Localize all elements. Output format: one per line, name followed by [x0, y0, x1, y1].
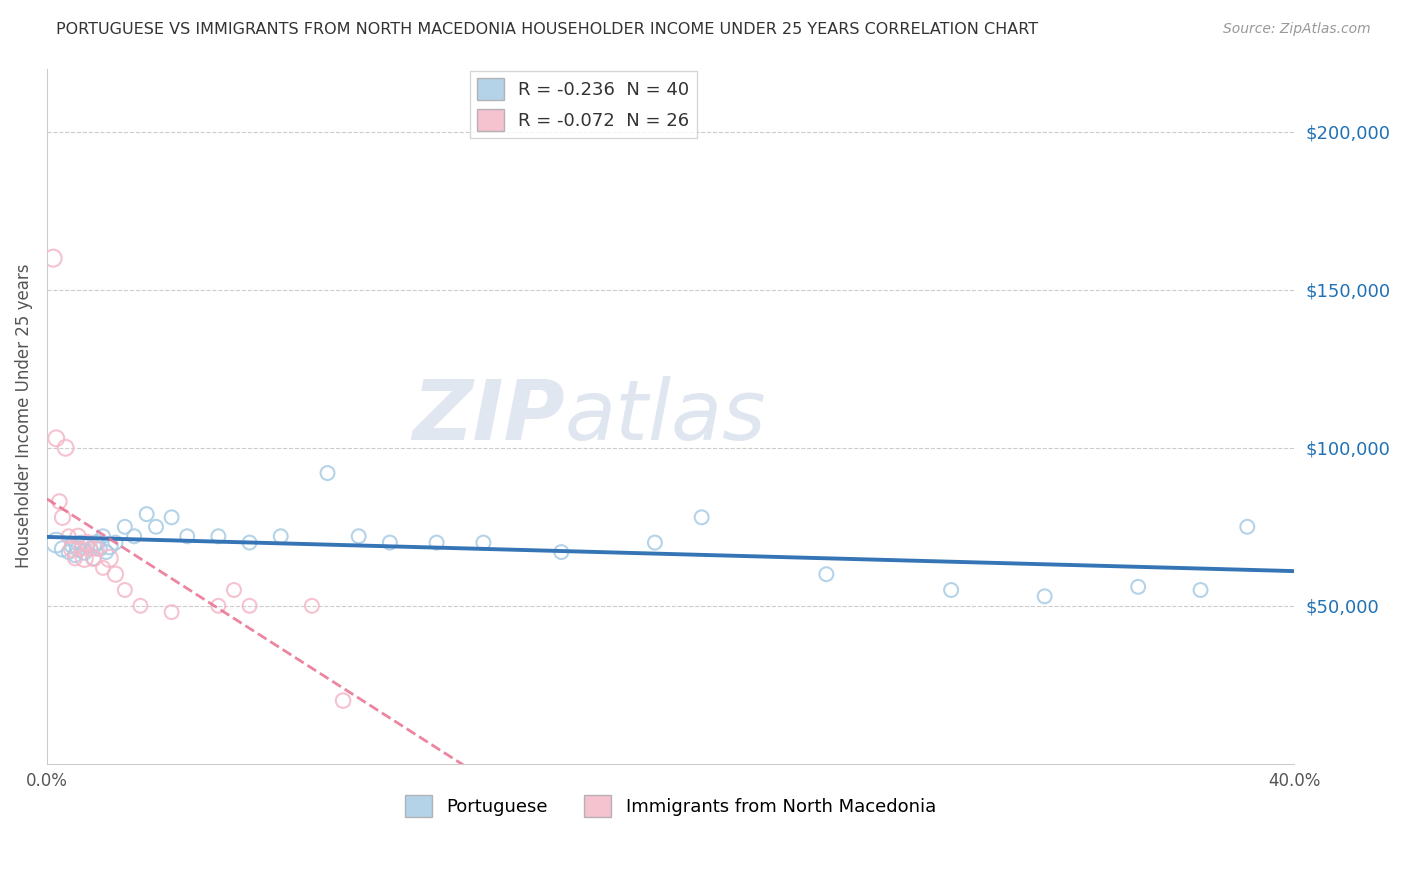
Point	[83, 551, 105, 566]
Point	[378, 535, 401, 549]
Point	[79, 541, 101, 556]
Point	[176, 529, 198, 543]
Point	[114, 520, 136, 534]
Point	[91, 529, 114, 543]
Y-axis label: Householder Income Under 25 years: Householder Income Under 25 years	[15, 264, 32, 568]
Point	[644, 535, 666, 549]
Point	[426, 535, 449, 549]
Point	[690, 510, 713, 524]
Point	[70, 541, 93, 556]
Point	[89, 541, 111, 556]
Point	[207, 599, 229, 613]
Point	[472, 535, 495, 549]
Point	[160, 605, 183, 619]
Point	[98, 551, 121, 566]
Point	[122, 529, 145, 543]
Point	[1128, 580, 1150, 594]
Point	[63, 548, 86, 562]
Point	[114, 582, 136, 597]
Text: PORTUGUESE VS IMMIGRANTS FROM NORTH MACEDONIA HOUSEHOLDER INCOME UNDER 25 YEARS : PORTUGUESE VS IMMIGRANTS FROM NORTH MACE…	[56, 22, 1039, 37]
Point	[86, 535, 108, 549]
Point	[48, 494, 70, 508]
Point	[76, 539, 98, 553]
Point	[1189, 582, 1212, 597]
Point	[67, 541, 90, 556]
Point	[73, 545, 96, 559]
Point	[51, 541, 73, 556]
Point	[45, 535, 67, 549]
Point	[1236, 520, 1258, 534]
Text: atlas: atlas	[564, 376, 766, 457]
Point	[73, 551, 96, 566]
Point	[83, 551, 105, 566]
Point	[60, 541, 83, 556]
Point	[270, 529, 292, 543]
Point	[58, 529, 80, 543]
Point	[91, 561, 114, 575]
Point	[207, 529, 229, 543]
Point	[79, 541, 101, 556]
Point	[550, 545, 572, 559]
Point	[1033, 590, 1056, 604]
Text: Source: ZipAtlas.com: Source: ZipAtlas.com	[1223, 22, 1371, 37]
Point	[316, 466, 339, 480]
Point	[60, 539, 83, 553]
Point	[104, 535, 127, 549]
Point	[94, 545, 117, 559]
Point	[160, 510, 183, 524]
Point	[332, 693, 354, 707]
Point	[42, 251, 65, 265]
Point	[222, 582, 245, 597]
Point	[58, 545, 80, 559]
Point	[301, 599, 323, 613]
Point	[67, 529, 90, 543]
Point	[145, 520, 167, 534]
Point	[63, 551, 86, 566]
Point	[51, 510, 73, 524]
Point	[104, 567, 127, 582]
Point	[815, 567, 838, 582]
Point	[86, 541, 108, 556]
Point	[76, 535, 98, 549]
Point	[135, 507, 157, 521]
Legend: Portuguese, Immigrants from North Macedonia: Portuguese, Immigrants from North Macedo…	[398, 788, 943, 824]
Point	[45, 431, 67, 445]
Point	[70, 535, 93, 549]
Point	[347, 529, 370, 543]
Point	[129, 599, 152, 613]
Point	[238, 535, 260, 549]
Point	[939, 582, 962, 597]
Point	[55, 441, 77, 455]
Point	[98, 539, 121, 553]
Text: ZIP: ZIP	[412, 376, 564, 457]
Point	[238, 599, 260, 613]
